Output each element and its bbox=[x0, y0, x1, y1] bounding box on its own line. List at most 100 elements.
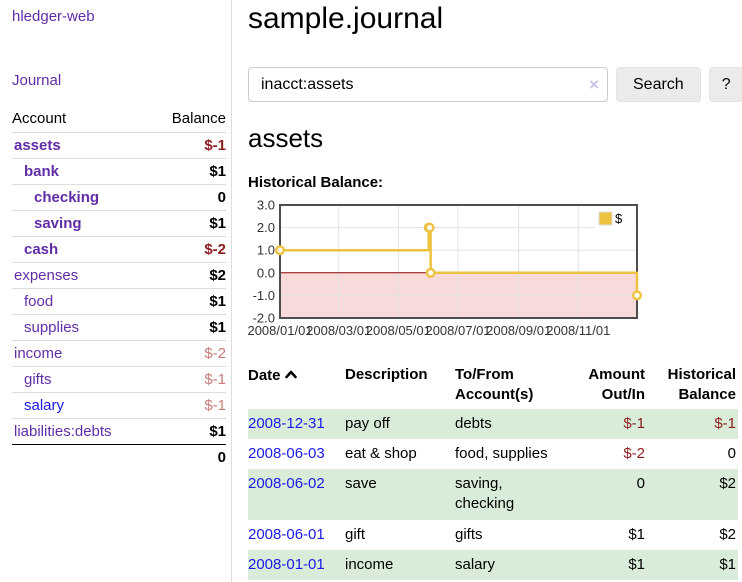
register-row: 2008-06-03 eat & shop food, supplies $-2 0 bbox=[248, 439, 738, 469]
account-balance: $-1 bbox=[150, 392, 226, 419]
page-title: sample.journal bbox=[248, 2, 444, 35]
account-balance: $1 bbox=[150, 158, 226, 185]
svg-text:0.0: 0.0 bbox=[257, 265, 275, 280]
search-button[interactable]: Search bbox=[616, 67, 701, 102]
svg-text:2.0: 2.0 bbox=[257, 220, 275, 235]
register-description: save bbox=[345, 475, 377, 492]
svg-text:2008/05/01: 2008/05/01 bbox=[366, 323, 431, 338]
svg-text:-1.0: -1.0 bbox=[253, 288, 275, 303]
account-link[interactable]: bank bbox=[24, 163, 60, 180]
account-balance: $-1 bbox=[150, 366, 226, 393]
main-content: sample.journal × Search ? assets Histori… bbox=[232, 0, 742, 582]
clear-search-icon[interactable]: × bbox=[589, 74, 599, 94]
sidebar-item-journal[interactable]: Journal bbox=[12, 72, 62, 89]
account-name-cell: salary bbox=[12, 392, 151, 419]
register-account-heading: assets bbox=[248, 123, 324, 153]
register-accounts: food, supplies bbox=[455, 444, 548, 462]
register-amount: 0 bbox=[636, 475, 645, 492]
register-header-description: Description bbox=[345, 366, 428, 383]
register-table: Date Description To/From Account(s) Amou… bbox=[248, 362, 738, 580]
register-table-body: 2008-12-31 pay off debts $-1 $-1 2008-06-03 ea… bbox=[248, 408, 738, 580]
chart-title: Historical Balance: bbox=[248, 174, 384, 191]
register-date-link[interactable]: 2008-06-02 bbox=[248, 475, 325, 492]
accounts-total-spacer bbox=[12, 444, 151, 470]
register-historical-balance: $2 bbox=[719, 475, 736, 492]
svg-text:1.0: 1.0 bbox=[257, 243, 275, 258]
register-row: 2008-06-02 save saving, checking 0 $2 bbox=[248, 469, 738, 520]
svg-text:2008/03/01: 2008/03/01 bbox=[306, 323, 371, 338]
account-balance: $1 bbox=[150, 210, 226, 237]
account-link[interactable]: expenses bbox=[14, 267, 79, 284]
account-row: bank $1 bbox=[12, 158, 226, 185]
help-button[interactable]: ? bbox=[708, 67, 742, 102]
account-row: assets $-1 bbox=[12, 132, 226, 159]
app-title-link[interactable]: hledger-web bbox=[12, 8, 95, 25]
account-name-cell: cash bbox=[12, 236, 151, 263]
account-row: liabilities:debts $1 bbox=[12, 418, 226, 445]
register-description: gift bbox=[345, 525, 366, 543]
account-name-cell: saving bbox=[12, 210, 151, 237]
account-link[interactable]: saving bbox=[34, 215, 82, 232]
svg-text:3.0: 3.0 bbox=[257, 198, 275, 213]
account-name-cell: supplies bbox=[12, 314, 151, 341]
account-row: supplies $1 bbox=[12, 314, 226, 341]
account-row: saving $1 bbox=[12, 210, 226, 237]
account-name-cell: bank bbox=[12, 158, 151, 185]
register-header-tofrom: To/From Account(s) bbox=[455, 362, 567, 409]
account-balance: $1 bbox=[150, 314, 226, 341]
register-date-cell: 2008-06-02 bbox=[248, 469, 345, 520]
accounts-header-row: Account Balance bbox=[12, 106, 226, 133]
register-header-row: Date Description To/From Account(s) Amou… bbox=[248, 362, 738, 409]
account-link[interactable]: salary bbox=[24, 397, 65, 414]
svg-text:2008/01/01: 2008/01/01 bbox=[247, 323, 312, 338]
account-link[interactable]: assets bbox=[14, 137, 61, 154]
accounts-total-value: 0 bbox=[150, 444, 226, 470]
account-link[interactable]: gifts bbox=[24, 371, 52, 388]
account-name-cell: checking bbox=[12, 184, 151, 211]
account-name-cell: food bbox=[12, 288, 151, 315]
register-row: 2008-12-31 pay off debts $-1 $-1 bbox=[248, 408, 738, 439]
account-link[interactable]: income bbox=[14, 345, 63, 362]
search-input[interactable] bbox=[248, 67, 608, 102]
account-row: income $-2 bbox=[12, 340, 226, 367]
register-amount: $1 bbox=[628, 525, 645, 543]
account-link[interactable]: checking bbox=[34, 189, 100, 206]
register-amount: $-1 bbox=[623, 414, 645, 432]
register-header-amount-line2: Out/In bbox=[601, 386, 645, 404]
register-date-link[interactable]: 2008-06-03 bbox=[248, 444, 325, 462]
register-date-link[interactable]: 2008-12-31 bbox=[248, 414, 325, 432]
accounts-table-body: assets $-1 bank $1 checking 0 saving $1 cash $-2 e… bbox=[12, 132, 226, 445]
register-amount: $-2 bbox=[623, 444, 645, 462]
register-historical-balance: 0 bbox=[727, 444, 736, 462]
register-accounts: saving, checking bbox=[455, 475, 515, 513]
account-row: cash $-2 bbox=[12, 236, 226, 263]
register-header-tofrom-line2: Account(s) bbox=[455, 386, 534, 404]
register-row: 2008-01-01 income salary $1 $1 bbox=[248, 549, 738, 580]
register-header-date[interactable]: Date bbox=[248, 362, 345, 409]
register-date-link[interactable]: 2008-06-01 bbox=[248, 525, 325, 543]
register-historical-balance: $2 bbox=[719, 525, 736, 543]
account-row: checking 0 bbox=[12, 184, 226, 211]
account-link[interactable]: liabilities:debts bbox=[14, 423, 112, 440]
register-header-tofrom-line1: To/From bbox=[455, 366, 514, 383]
account-link[interactable]: food bbox=[24, 293, 54, 310]
register-date-cell: 2008-12-31 bbox=[248, 409, 345, 439]
register-description: income bbox=[345, 555, 394, 573]
accounts-header-account: Account bbox=[12, 110, 67, 127]
svg-text:2008/09/01: 2008/09/01 bbox=[486, 323, 551, 338]
account-link[interactable]: supplies bbox=[24, 319, 80, 336]
register-date-cell: 2008-01-01 bbox=[248, 550, 345, 580]
svg-text:-2.0: -2.0 bbox=[253, 311, 275, 326]
account-link[interactable]: cash bbox=[24, 241, 59, 258]
account-balance: $-1 bbox=[150, 132, 226, 159]
register-historical-balance: $1 bbox=[719, 555, 736, 573]
account-balance: 0 bbox=[150, 184, 226, 211]
svg-text:$: $ bbox=[615, 211, 623, 226]
register-date-link[interactable]: 2008-01-01 bbox=[248, 555, 325, 573]
accounts-header-balance: Balance bbox=[171, 110, 226, 127]
register-header-balance: Historical Balance bbox=[647, 362, 738, 409]
accounts-total-row: 0 bbox=[12, 444, 226, 470]
account-name-cell: income bbox=[12, 340, 151, 367]
accounts-table: Account Balance assets $-1 bank $1 checking 0… bbox=[12, 106, 226, 470]
